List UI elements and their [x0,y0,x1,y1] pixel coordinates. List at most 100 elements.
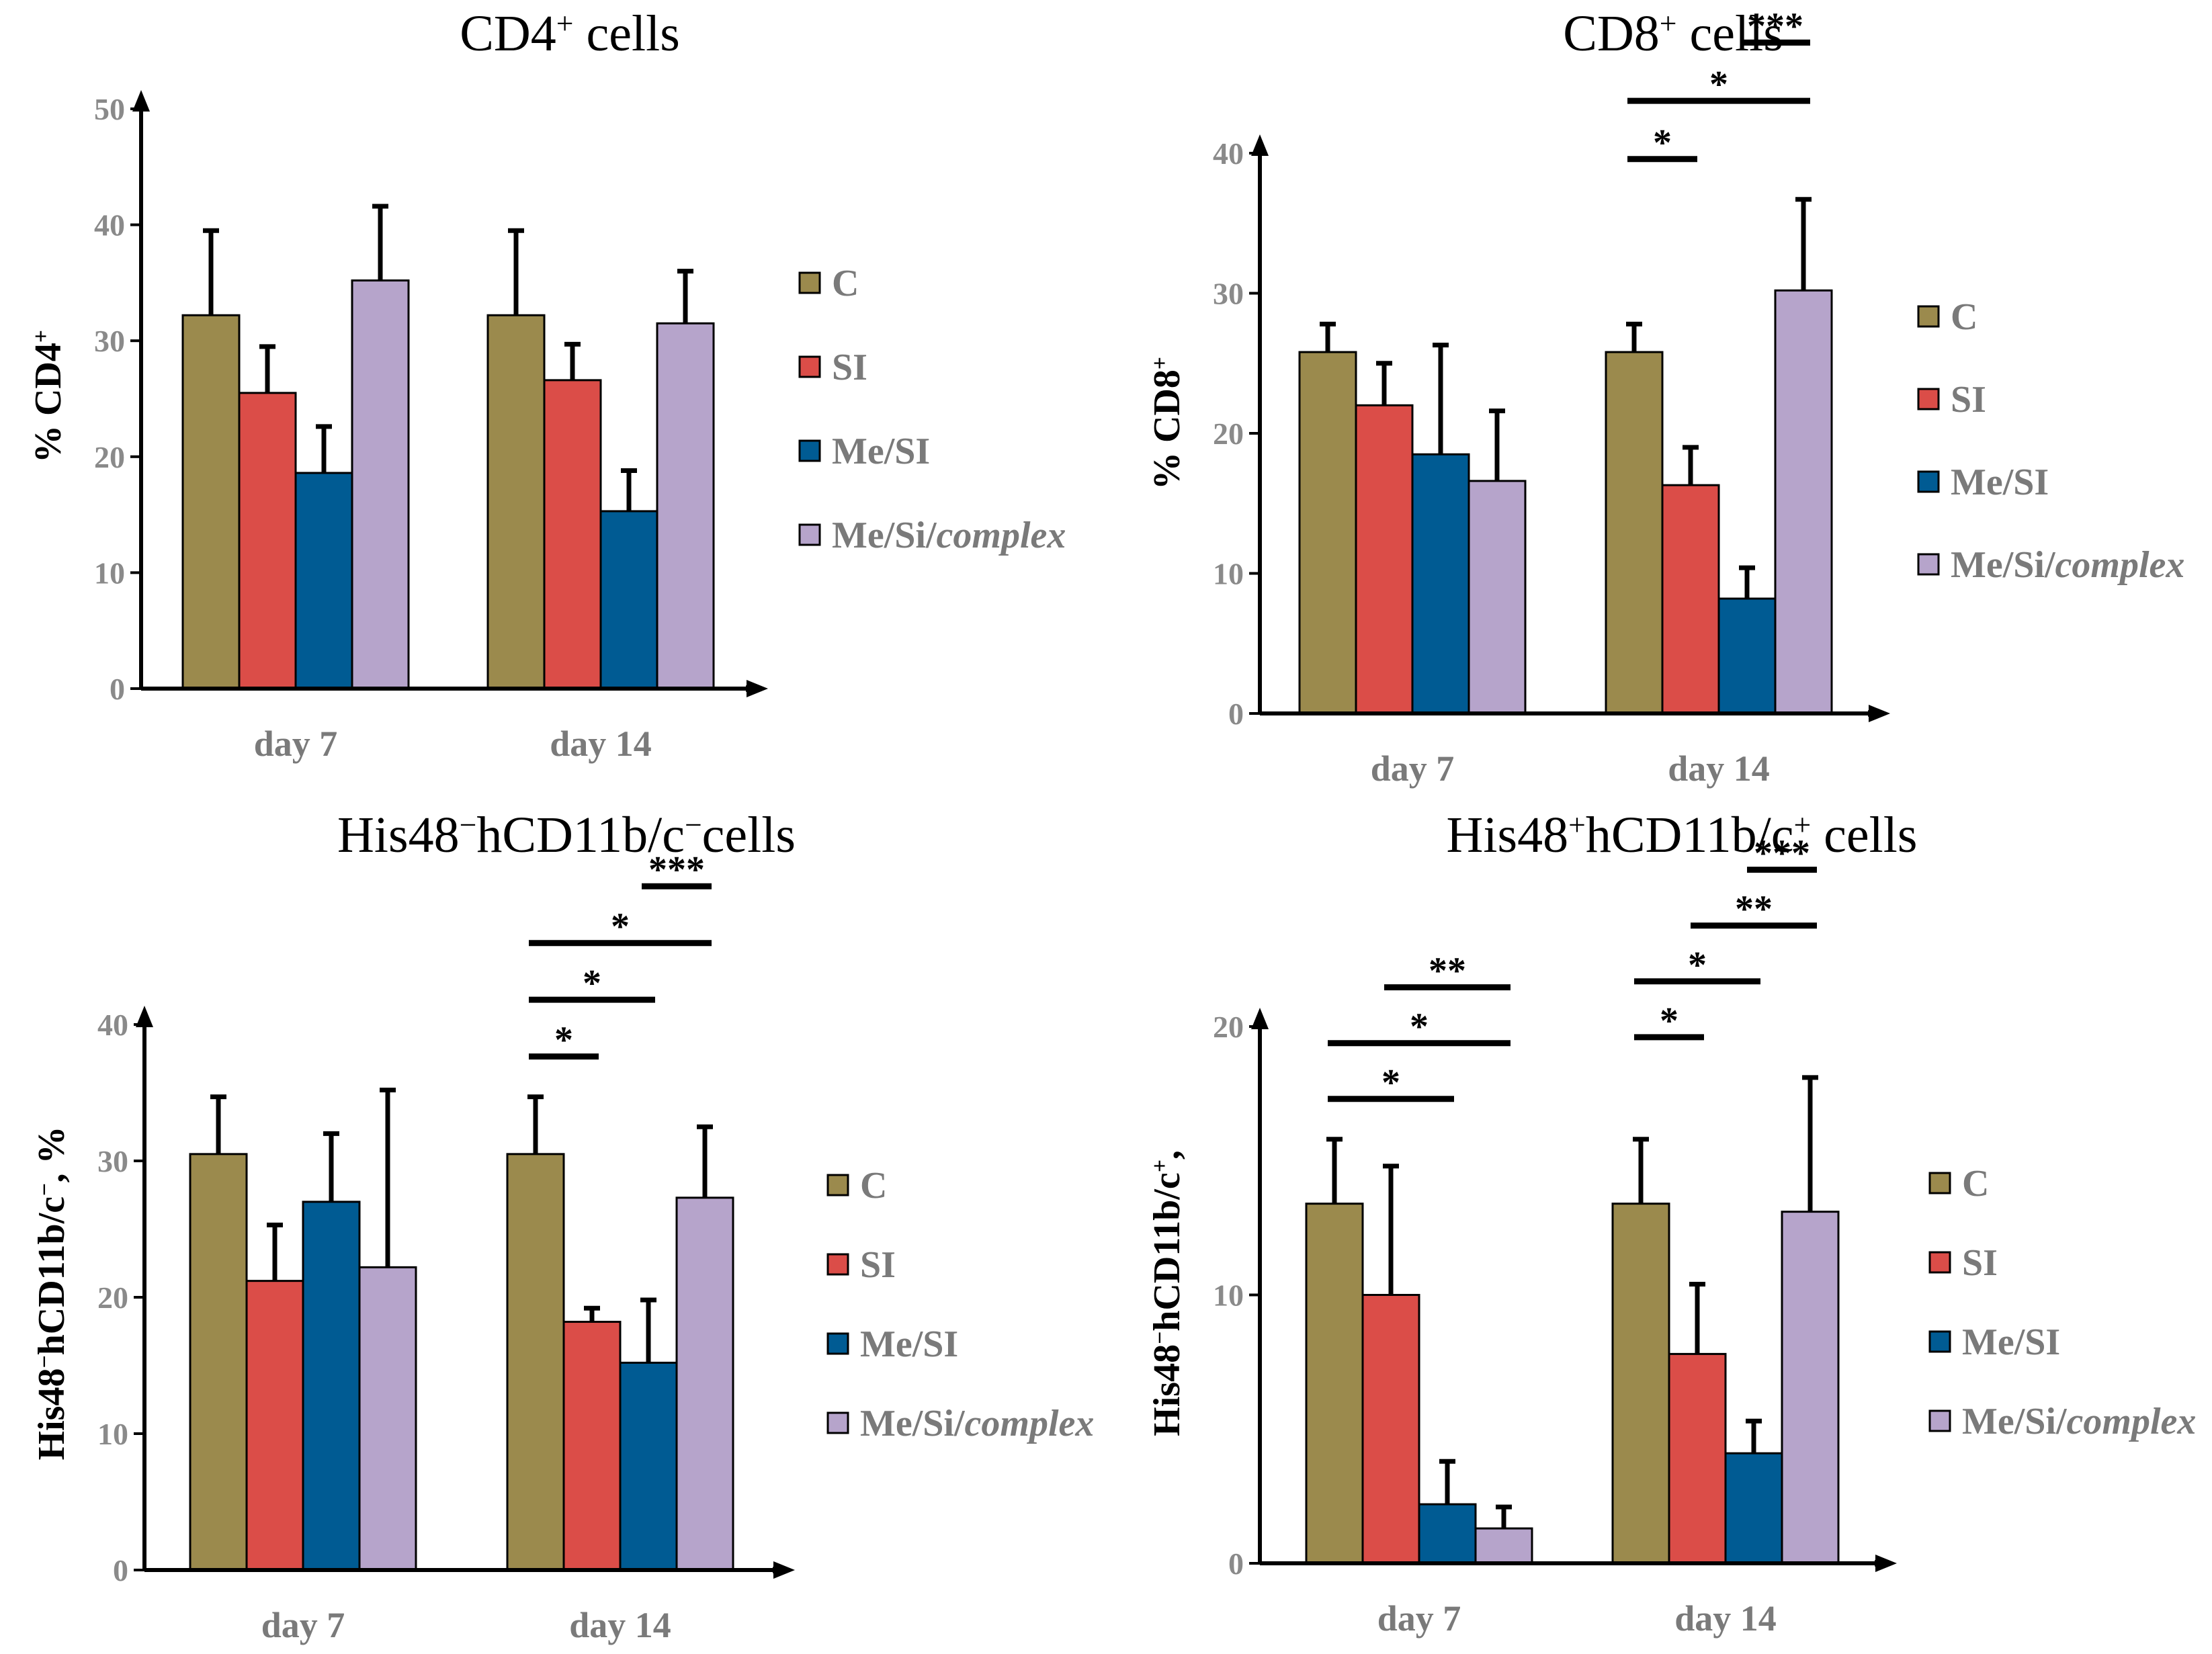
y-tick-label: 0 [110,672,125,706]
y-axis-arrow [1251,134,1269,156]
bar-c-day-7 [189,1153,248,1571]
legend-swatch [1917,388,1940,410]
y-tick-label: 50 [94,92,125,126]
legend-swatch [826,1332,849,1355]
y-tick-label: 10 [94,556,125,590]
bar-si-day-14 [1661,484,1720,715]
panel-his48-neg: His48−hCD11b/c−cells His48−hCD11b/c−, % 0 1… [31,807,1094,1645]
y-tick-label: 0 [1228,1547,1244,1581]
y-tick-label: 30 [97,1144,128,1178]
significance-label: * [1688,945,1707,986]
legend-label: C [860,1165,887,1207]
legend-label: Me/Si/complex [832,515,1066,556]
x-category-label: day 7 [1371,748,1455,789]
legend-label: Me/Si/complex [860,1403,1094,1444]
panel-cd4: CD4+ cells % CD4+ 0 10 20 30 40 50 day 7 day 14 C S… [28,5,1066,764]
y-axis-arrow [1251,1008,1269,1029]
bar-me-si-complex-day-7 [1467,480,1527,715]
bar-c-day-14 [1611,1203,1670,1565]
bar-c-day-14 [486,314,546,690]
legend-label: SI [1962,1242,1998,1284]
chart-title: His48+hCD11b/c+ cells [1447,807,1918,863]
y-tick-label: 10 [1213,557,1244,591]
x-category-label: day 14 [1668,748,1770,789]
significance-label: * [611,906,630,948]
legend-swatch [1928,1251,1951,1274]
legend-swatch [1917,305,1940,328]
legend-swatch [798,439,821,462]
y-tick-label: 20 [1213,417,1244,451]
y-tick-label: 20 [1213,1010,1244,1044]
legend-swatch [1917,470,1940,493]
bar-c-day-14 [506,1153,565,1571]
bar-me-si-day-7 [294,472,353,690]
legend-swatch [798,271,821,294]
legend-swatch [826,1174,849,1196]
legend-label: C [1962,1163,1989,1205]
legend-swatch [798,523,821,546]
chart-title: His48−hCD11b/c−cells [337,807,796,863]
legend-swatch [1917,553,1940,576]
significance-label: ** [1429,951,1466,992]
legend-label: Me/Si/complex [1951,544,2184,586]
y-axis-label: % CD4+ [28,330,69,463]
significance-label: * [1709,64,1728,105]
bar-si-day-7 [238,392,297,690]
legend-label: Me/SI [832,431,930,472]
x-axis-arrow [747,680,768,697]
chart-title: CD4+ cells [460,5,680,62]
y-tick-label: 0 [113,1553,128,1587]
significance-label: ** [1735,889,1773,930]
legend-label: Me/Si/complex [1962,1401,2196,1442]
legend-label: SI [1951,379,1986,421]
bar-me-si-complex-day-14 [1774,289,1833,715]
bar-me-si-complex-day-14 [675,1196,734,1571]
legend-swatch [1928,1330,1951,1353]
x-axis-arrow [1875,1555,1897,1572]
y-axis-arrow [136,1006,153,1027]
legend-swatch [798,355,821,378]
y-tick-label: 30 [94,324,125,358]
bar-me-si-day-14 [1724,1452,1783,1565]
legend-label: C [832,263,859,304]
legend-label: Me/SI [1951,462,2049,503]
x-category-label: day 7 [1377,1598,1461,1639]
bar-si-day-14 [1668,1352,1727,1565]
y-axis-label: His48−hCD11b/c−, % [31,1127,73,1461]
bar-si-day-14 [562,1321,622,1571]
x-category-label: day 7 [254,724,338,764]
x-category-label: day 14 [569,1605,671,1645]
y-tick-label: 20 [97,1280,128,1315]
y-tick-label: 10 [97,1417,128,1451]
significance-label: *** [1754,833,1810,875]
y-tick-label: 40 [1213,136,1244,171]
y-tick-label: 20 [94,440,125,474]
legend-swatch [1928,1172,1951,1194]
x-category-label: day 14 [1674,1598,1777,1639]
bar-me-si-complex-day-7 [358,1266,417,1571]
bar-c-day-7 [181,314,241,690]
bar-me-si-complex-day-14 [1781,1211,1840,1565]
y-tick-label: 40 [97,1008,128,1042]
bar-me-si-complex-day-14 [656,322,715,690]
y-axis-label: % CD8+ [1146,357,1188,490]
bar-c-day-7 [1298,351,1357,715]
bar-si-day-7 [245,1280,304,1571]
bar-si-day-14 [543,379,602,690]
bar-me-si-day-7 [1418,1503,1477,1565]
panel-his48-pos: His48+hCD11b/c+ cells His48−hCD11b/c+, 0 10… [1146,807,2196,1639]
x-axis-arrow [773,1561,795,1579]
y-tick-label: 10 [1213,1278,1244,1313]
bar-me-si-day-14 [1717,597,1777,715]
bar-si-day-7 [1361,1294,1420,1565]
bar-c-day-7 [1305,1203,1364,1565]
significance-label: * [1381,1062,1400,1104]
bar-me-si-day-7 [1411,453,1470,715]
chart-title: CD8+ cells [1563,5,1783,62]
bar-me-si-day-14 [619,1361,678,1571]
significance-label: * [1660,1000,1678,1042]
y-tick-label: 40 [94,208,125,243]
significance-label: *** [648,849,705,891]
